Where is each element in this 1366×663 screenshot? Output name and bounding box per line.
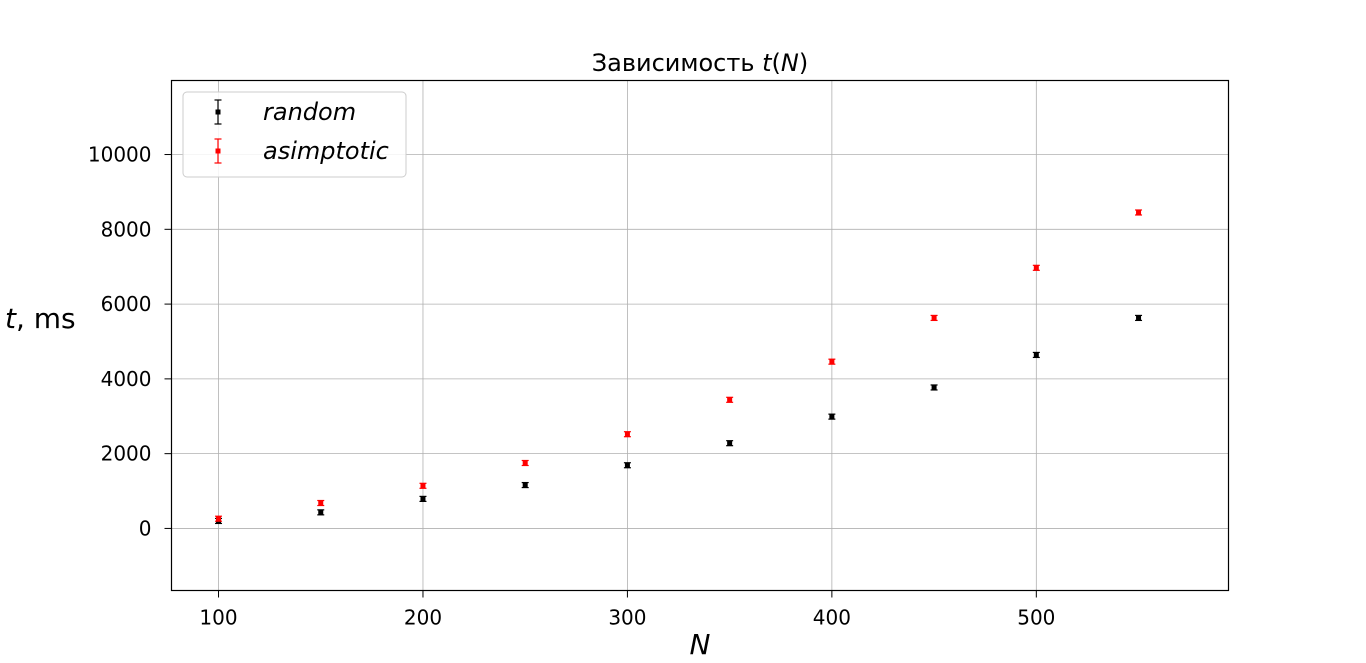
- y-axis-label: t, ms: [5, 302, 76, 335]
- x-tick-label: 400: [813, 606, 851, 630]
- marker: [931, 384, 937, 390]
- marker: [727, 397, 733, 403]
- marker: [318, 509, 324, 515]
- data-point-asimptotic: [215, 515, 223, 522]
- legend-marker: [215, 109, 221, 115]
- data-point-asimptotic: [419, 482, 427, 489]
- data-point-asimptotic: [317, 499, 325, 507]
- marker: [1033, 265, 1039, 271]
- y-tick-label: 4000: [101, 367, 152, 391]
- legend-marker: [215, 148, 221, 154]
- marker: [829, 414, 835, 420]
- marker: [1033, 352, 1039, 358]
- data-point-random: [1032, 351, 1040, 359]
- marker: [420, 496, 426, 502]
- y-tick-label: 8000: [101, 217, 152, 241]
- marker: [522, 482, 528, 488]
- marker: [624, 462, 630, 468]
- marker: [216, 516, 222, 522]
- x-tick-label: 300: [608, 606, 646, 630]
- data-point-asimptotic: [521, 459, 529, 467]
- data-point-random: [419, 495, 427, 502]
- data-points: [215, 209, 1143, 525]
- data-point-random: [726, 440, 734, 447]
- marker: [420, 483, 426, 489]
- marker: [829, 359, 835, 365]
- x-tick-label: 100: [199, 606, 237, 630]
- data-point-random: [1135, 314, 1143, 322]
- ticks: 100 200 300 400 500 0 2000 4000 6000 8000 10000: [88, 143, 1056, 630]
- data-point-random: [623, 462, 631, 469]
- data-point-asimptotic: [1135, 209, 1143, 216]
- data-point-asimptotic: [930, 314, 938, 322]
- y-tick-label: 0: [139, 516, 152, 540]
- x-tick-label: 200: [404, 606, 442, 630]
- legend: random asimptotic: [182, 91, 407, 178]
- legend-item-random: random: [214, 98, 356, 126]
- x-tick-label: 500: [1017, 606, 1055, 630]
- data-point-asimptotic: [726, 396, 734, 403]
- marker: [931, 315, 937, 321]
- marker: [1136, 315, 1142, 321]
- chart-title: Зависимость t(N): [592, 49, 809, 77]
- marker: [1136, 209, 1142, 215]
- data-point-random: [828, 413, 836, 420]
- legend-entries: random asimptotic: [214, 98, 389, 165]
- data-point-random: [521, 481, 529, 489]
- plot-frame: [170, 79, 1230, 592]
- marker: [727, 440, 733, 446]
- data-point-random: [317, 509, 325, 516]
- data-point-asimptotic: [1032, 264, 1040, 271]
- data-point-asimptotic: [828, 358, 836, 365]
- marker: [318, 500, 324, 506]
- x-axis-label: N: [690, 628, 711, 661]
- marker: [624, 431, 630, 437]
- y-tick-label: 10000: [88, 143, 152, 167]
- legend-box: [182, 91, 407, 178]
- legend-label: random: [263, 98, 356, 126]
- data-point-asimptotic: [623, 431, 631, 438]
- marker: [522, 460, 528, 466]
- legend-item-asimptotic: asimptotic: [214, 137, 389, 165]
- data-point-random: [930, 384, 938, 391]
- y-tick-label: 6000: [101, 292, 152, 316]
- legend-label: asimptotic: [263, 137, 389, 165]
- y-tick-label: 2000: [101, 442, 152, 466]
